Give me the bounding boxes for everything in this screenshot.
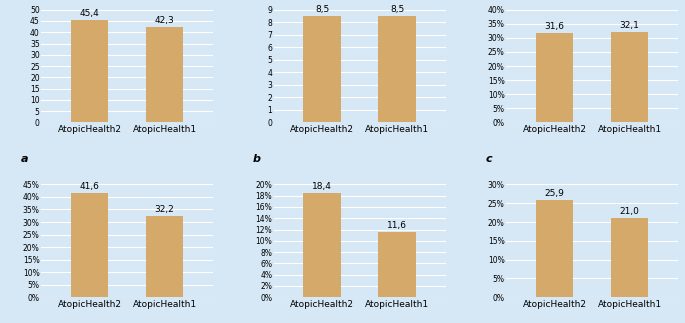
Bar [611,32,648,122]
Bar [71,20,108,122]
Text: 25,9: 25,9 [545,189,564,198]
Bar [536,200,573,297]
Text: a: a [21,154,28,164]
Bar [378,16,416,122]
Bar [378,232,416,297]
Text: 8,5: 8,5 [390,5,404,14]
Bar [146,27,184,122]
Bar [303,16,341,122]
Bar [71,193,108,297]
Text: 21,0: 21,0 [619,207,639,216]
Text: b: b [253,154,261,164]
Text: 11,6: 11,6 [387,221,407,230]
Text: c: c [485,154,492,164]
Text: 42,3: 42,3 [155,16,175,25]
Bar [536,33,573,122]
Text: 32,2: 32,2 [155,205,175,214]
Bar [303,193,341,297]
Text: 41,6: 41,6 [80,182,100,191]
Text: 31,6: 31,6 [545,22,564,31]
Text: 32,1: 32,1 [619,21,639,30]
Bar [146,216,184,297]
Text: 8,5: 8,5 [315,5,329,14]
Text: 18,4: 18,4 [312,182,332,191]
Text: 45,4: 45,4 [80,9,99,18]
Bar [611,218,648,297]
